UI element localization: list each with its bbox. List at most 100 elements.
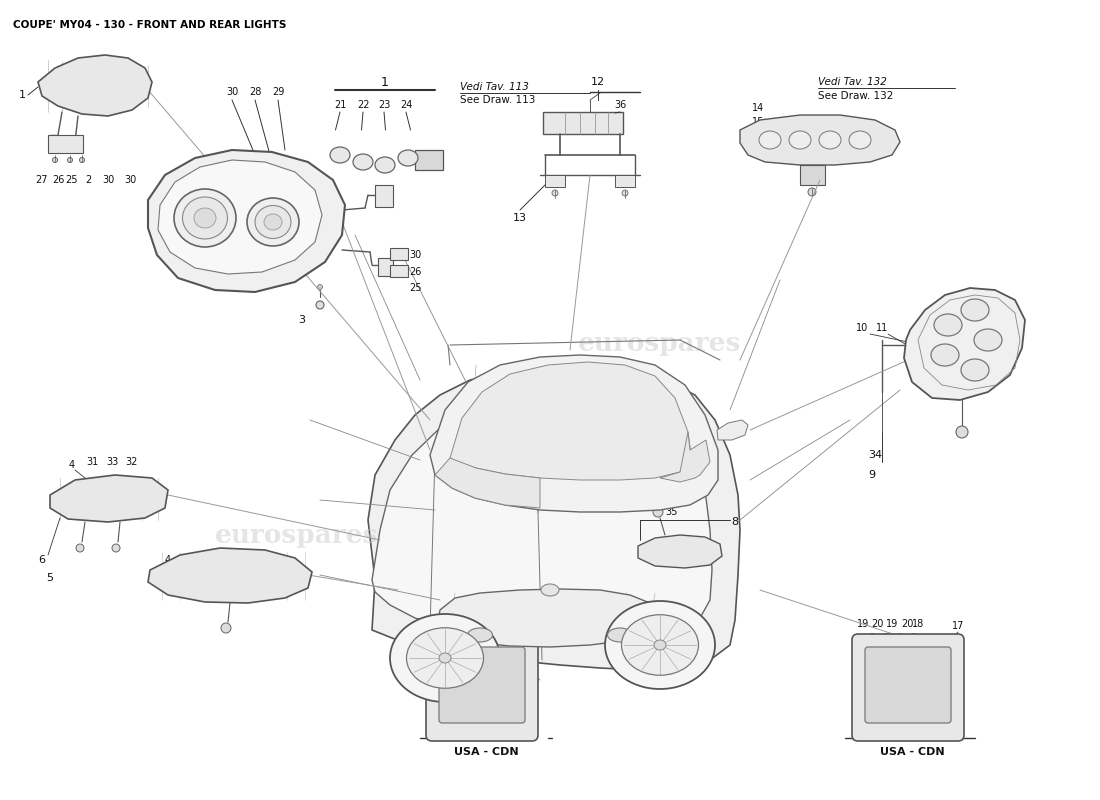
- Polygon shape: [438, 589, 666, 647]
- Ellipse shape: [849, 131, 871, 149]
- Text: 35: 35: [666, 507, 679, 517]
- Ellipse shape: [895, 634, 904, 642]
- Text: 1: 1: [381, 75, 389, 89]
- Text: 19: 19: [454, 621, 466, 631]
- Ellipse shape: [456, 633, 468, 643]
- Text: 27: 27: [35, 175, 48, 185]
- Text: 20: 20: [871, 619, 883, 629]
- Ellipse shape: [808, 188, 816, 196]
- Text: 3: 3: [298, 315, 306, 325]
- Text: eurospares: eurospares: [216, 523, 378, 549]
- Text: Vedi Tav. 132: Vedi Tav. 132: [818, 77, 887, 87]
- Text: 11: 11: [876, 323, 888, 333]
- Polygon shape: [148, 150, 345, 292]
- Ellipse shape: [789, 131, 811, 149]
- Ellipse shape: [473, 633, 483, 643]
- Ellipse shape: [621, 614, 698, 675]
- Text: 8: 8: [732, 517, 738, 527]
- Ellipse shape: [820, 131, 842, 149]
- Polygon shape: [434, 458, 540, 508]
- Bar: [415, 150, 443, 170]
- Ellipse shape: [439, 653, 451, 663]
- Ellipse shape: [881, 634, 891, 642]
- Bar: [48, 135, 82, 153]
- Text: 24: 24: [399, 100, 412, 110]
- Polygon shape: [39, 55, 152, 116]
- Polygon shape: [904, 288, 1025, 400]
- Ellipse shape: [67, 158, 73, 162]
- Text: 2: 2: [85, 175, 91, 185]
- Text: 36: 36: [614, 100, 626, 110]
- Ellipse shape: [407, 628, 484, 688]
- Text: 31: 31: [86, 457, 98, 467]
- Ellipse shape: [221, 623, 231, 633]
- Text: 20: 20: [901, 619, 913, 629]
- Text: 20: 20: [473, 621, 485, 631]
- Polygon shape: [158, 160, 322, 274]
- Text: 21: 21: [333, 100, 346, 110]
- Bar: [390, 265, 408, 277]
- Ellipse shape: [934, 314, 962, 336]
- Ellipse shape: [653, 507, 663, 517]
- Bar: [544, 175, 565, 187]
- Ellipse shape: [956, 426, 968, 438]
- Ellipse shape: [248, 198, 299, 246]
- Text: USA - CDN: USA - CDN: [453, 747, 518, 757]
- Text: See Draw. 113: See Draw. 113: [460, 95, 536, 105]
- Text: 30: 30: [409, 250, 421, 260]
- Text: 30: 30: [124, 175, 136, 185]
- Ellipse shape: [654, 640, 666, 650]
- FancyBboxPatch shape: [865, 647, 952, 723]
- Ellipse shape: [541, 584, 559, 596]
- Text: 25: 25: [66, 175, 78, 185]
- Text: 26: 26: [52, 175, 64, 185]
- Bar: [390, 248, 408, 260]
- Text: 17: 17: [952, 621, 965, 631]
- Polygon shape: [740, 115, 900, 165]
- Ellipse shape: [398, 150, 418, 166]
- Text: 6: 6: [39, 555, 45, 565]
- Text: 4: 4: [69, 460, 75, 470]
- Bar: [615, 175, 635, 187]
- Ellipse shape: [621, 190, 628, 196]
- Text: 30: 30: [102, 175, 114, 185]
- FancyBboxPatch shape: [439, 647, 525, 723]
- Ellipse shape: [974, 329, 1002, 351]
- Ellipse shape: [961, 359, 989, 381]
- Text: Vedi Tav. 113: Vedi Tav. 113: [460, 82, 529, 92]
- Polygon shape: [450, 362, 692, 480]
- Text: USA - CDN: USA - CDN: [880, 747, 944, 757]
- Text: 30: 30: [226, 87, 238, 97]
- Text: 33: 33: [106, 457, 118, 467]
- Text: 32: 32: [125, 457, 139, 467]
- Polygon shape: [148, 548, 312, 603]
- Text: 5: 5: [46, 573, 54, 583]
- Text: 4: 4: [165, 555, 172, 565]
- Ellipse shape: [194, 208, 216, 228]
- Text: 12: 12: [591, 77, 605, 87]
- Polygon shape: [372, 393, 712, 638]
- Text: 15: 15: [751, 117, 764, 127]
- Polygon shape: [638, 535, 722, 568]
- Ellipse shape: [264, 214, 282, 230]
- Text: COUPE' MY04 - 130 - FRONT AND REAR LIGHTS: COUPE' MY04 - 130 - FRONT AND REAR LIGHT…: [13, 20, 287, 30]
- Polygon shape: [430, 355, 718, 512]
- Ellipse shape: [174, 189, 236, 247]
- Ellipse shape: [330, 147, 350, 163]
- Ellipse shape: [316, 301, 324, 309]
- Text: 29: 29: [272, 87, 284, 97]
- Polygon shape: [50, 475, 168, 522]
- Bar: [378, 258, 393, 276]
- Polygon shape: [368, 368, 740, 670]
- Text: 10: 10: [856, 323, 868, 333]
- Ellipse shape: [353, 154, 373, 170]
- FancyBboxPatch shape: [426, 634, 538, 741]
- Bar: [800, 165, 825, 185]
- Text: 1: 1: [19, 90, 25, 100]
- Text: eurospares: eurospares: [579, 331, 741, 357]
- Ellipse shape: [961, 299, 989, 321]
- Ellipse shape: [53, 158, 57, 162]
- Bar: [375, 185, 393, 207]
- Ellipse shape: [76, 544, 84, 552]
- Ellipse shape: [868, 634, 877, 642]
